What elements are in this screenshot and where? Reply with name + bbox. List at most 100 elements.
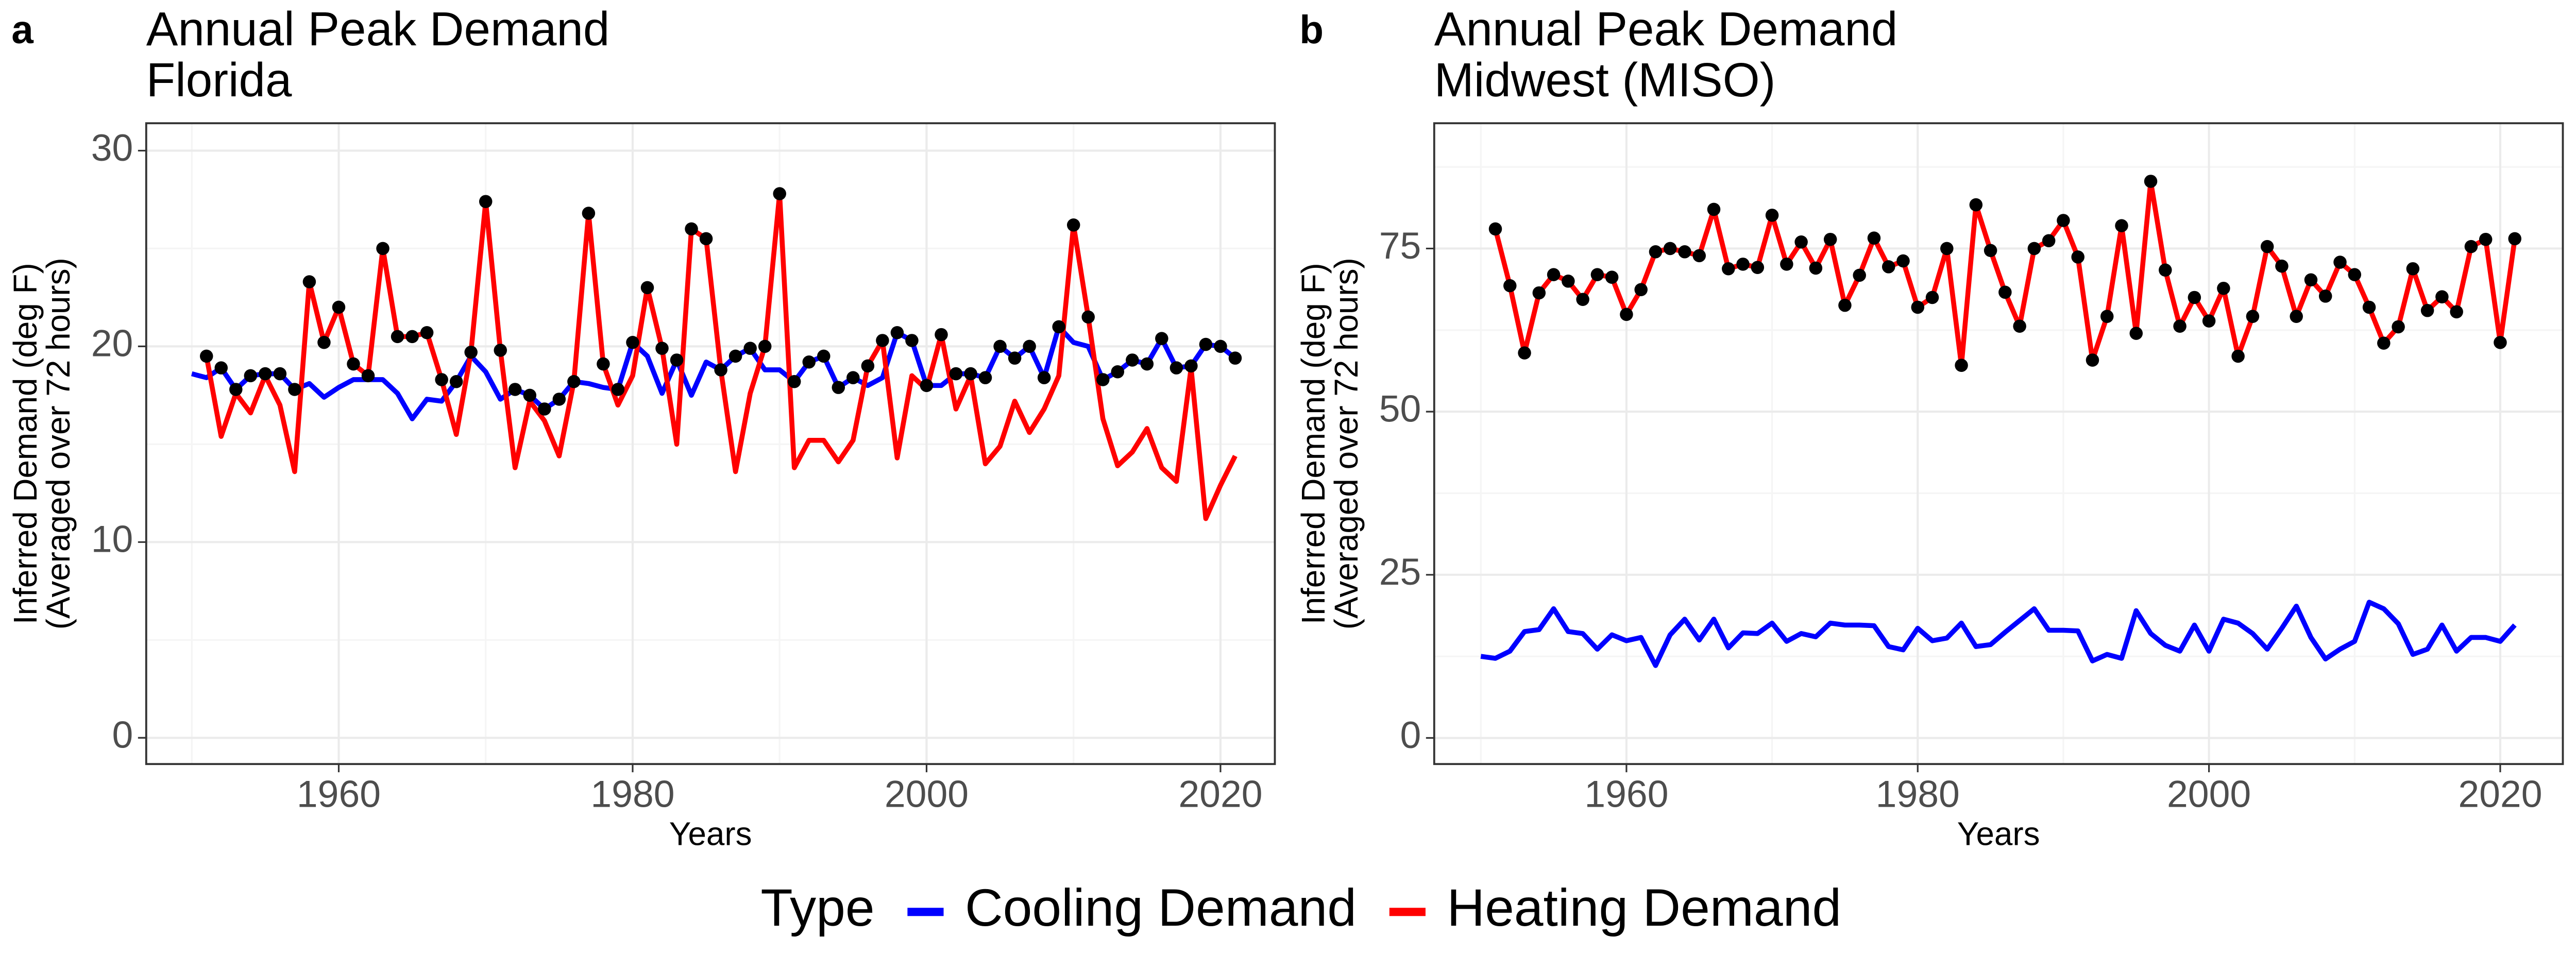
peak-point [1620,308,1633,321]
peak-point [2086,353,2099,367]
peak-point [1940,242,1954,256]
peak-point [449,375,463,388]
peak-point [2129,327,2143,340]
peak-point [1678,245,1691,259]
peak-point [2450,305,2463,319]
peak-point [2071,250,2084,264]
peak-point [861,359,875,373]
peak-point [1794,235,1808,249]
peak-point [787,375,801,388]
legend-label: Cooling Demand [965,878,1357,937]
peak-point [2392,320,2405,334]
peak-point [538,402,551,416]
peak-point [317,336,331,349]
peak-point [714,363,727,377]
peak-point [376,242,389,256]
x-tick-label: 2000 [885,773,969,815]
peak-point [1503,279,1517,293]
x-tick-label: 1960 [297,773,381,815]
x-tick-label: 1980 [590,773,674,815]
legend-label: Heating Demand [1447,878,1841,937]
peak-point [199,349,213,363]
legend: Type Cooling Demand Heating Demand [760,878,1841,937]
peak-point [1692,249,1706,263]
peak-point [2479,232,2493,246]
peak-point [802,355,816,369]
peak-point [2377,336,2391,350]
peak-point [1984,244,1997,258]
panel-label: b [1299,8,1324,52]
peak-point [935,328,948,342]
y-tick-label: 0 [1400,714,1421,756]
peak-point [302,275,316,288]
peak-point [670,353,684,367]
peak-point [2406,262,2420,276]
peak-point [2042,234,2056,248]
peak-point [273,367,287,381]
peak-point [1823,232,1837,246]
peak-point [361,369,375,383]
chart-subtitle: Florida [146,53,292,107]
peak-point [1751,261,1765,274]
peak-point [2246,310,2260,323]
peak-point [1765,209,1779,222]
peak-point [846,371,860,384]
peak-point [1547,268,1561,281]
peak-point [2013,319,2026,333]
peak-point [2159,263,2172,277]
peak-point [1126,353,1139,367]
peak-point [1066,218,1080,232]
peak-point [1155,332,1168,345]
peak-point [876,334,889,347]
x-tick-label: 2000 [2167,773,2251,815]
peak-point [1518,346,1531,360]
peak-point [2464,240,2478,253]
peak-point [420,326,434,339]
peak-point [1081,310,1095,324]
peak-point [1605,270,1619,284]
x-axis-title: Years [1957,815,2040,852]
peak-point [2435,290,2449,303]
peak-point [1576,293,1589,307]
chart-title: Annual Peak Demand [146,2,609,56]
peak-point [479,195,493,208]
peak-point [640,281,654,295]
peak-point [567,375,581,388]
peak-point [2027,242,2041,256]
peak-point [552,393,566,406]
peak-point [2508,232,2521,246]
peak-point [611,383,625,396]
y-tick-label: 75 [1379,225,1421,267]
peak-point [949,367,963,381]
peak-point [2362,300,2376,314]
peak-point [773,187,786,200]
peak-point [1488,222,1502,236]
chart-title: Annual Peak Demand [1434,2,1897,56]
peak-point [1896,254,1910,268]
x-tick-label: 2020 [2458,773,2542,815]
peak-point [1170,361,1183,375]
peak-point [214,361,228,375]
peak-point [391,330,404,344]
peak-point [1707,202,1721,216]
peak-point [1096,373,1110,386]
peak-point [1562,275,1575,288]
peak-point [2188,291,2201,304]
peak-point [743,342,757,355]
peak-point [685,222,698,236]
y-tick-label: 0 [112,714,133,756]
peak-point [1809,261,1823,275]
panel-label: a [11,8,34,52]
x-tick-label: 1960 [1584,773,1668,815]
x-axis-title: Years [669,815,752,852]
peak-point [582,207,596,220]
peak-point [2115,219,2128,232]
peak-point [288,383,301,396]
chart-subtitle: Midwest (MISO) [1434,53,1776,107]
peak-point [1199,337,1213,351]
peak-point [1214,339,1227,353]
peak-point [817,349,831,363]
peak-point [1023,339,1036,353]
peak-point [405,330,419,344]
